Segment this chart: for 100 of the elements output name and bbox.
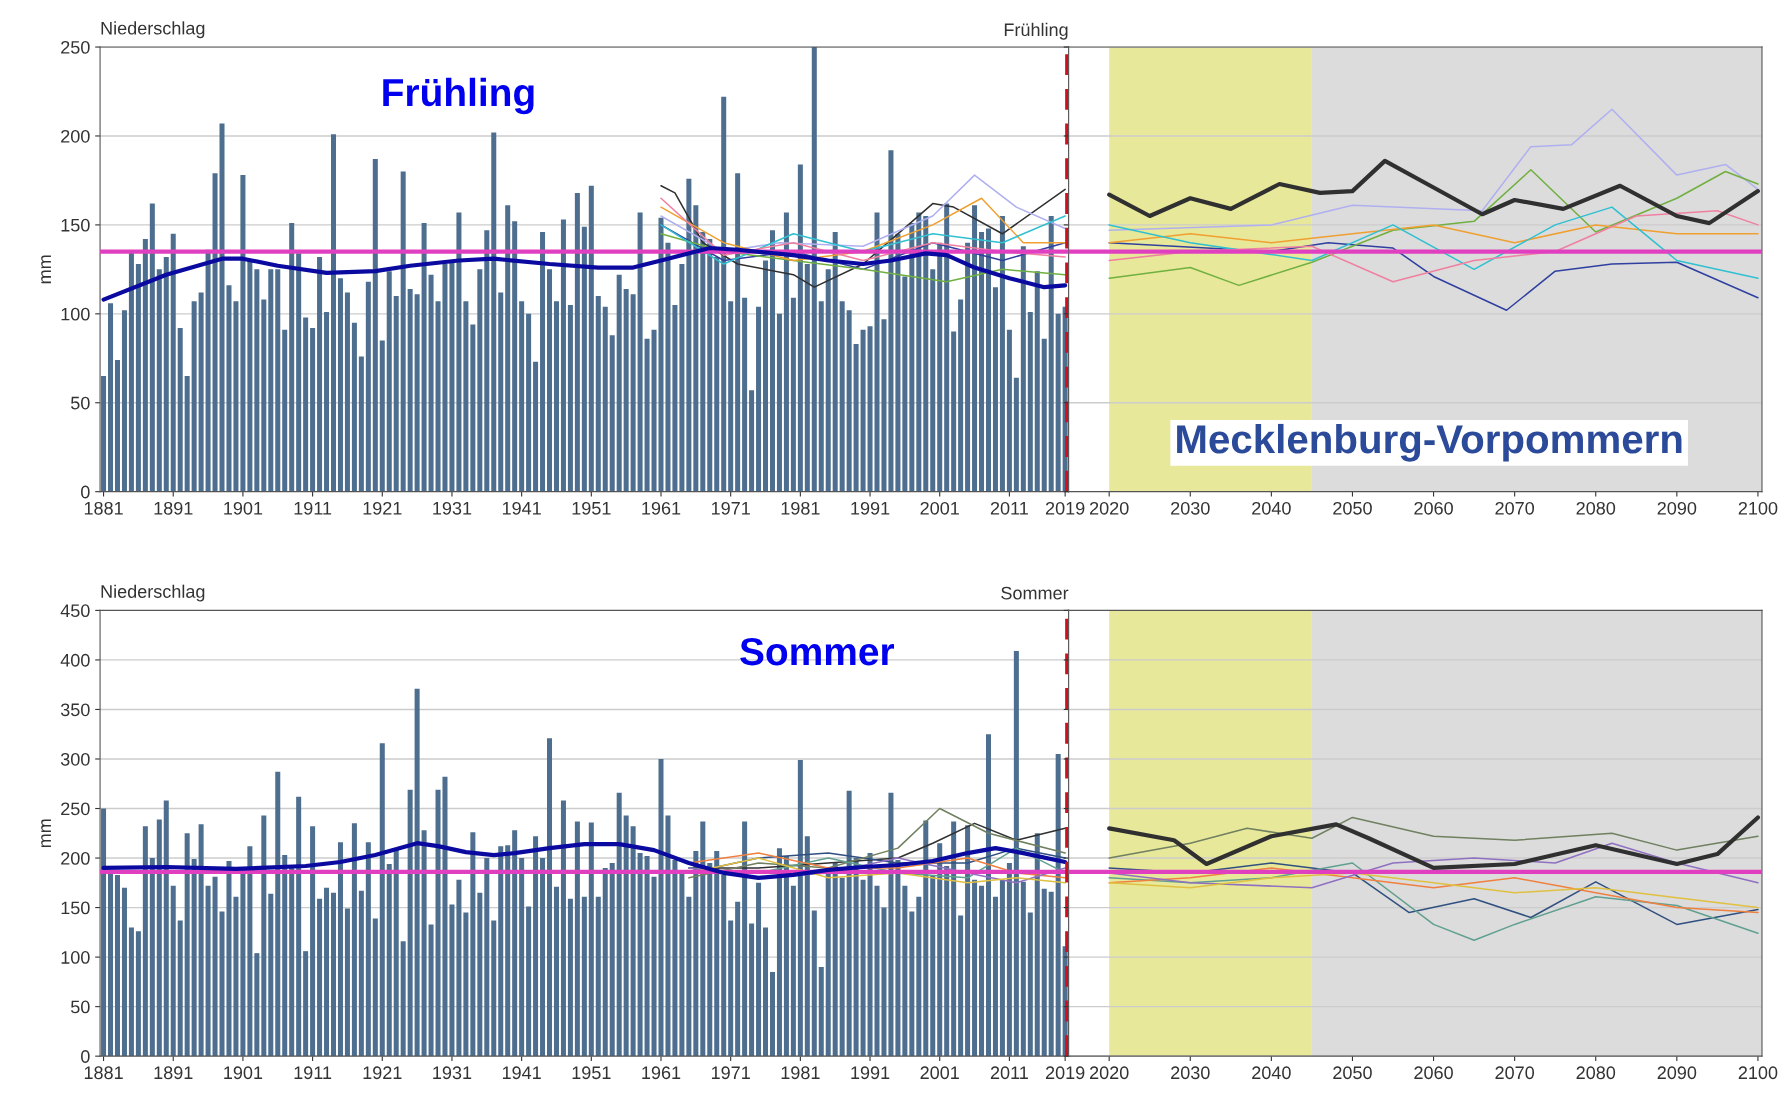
bar — [574, 821, 580, 1057]
bar — [310, 328, 316, 492]
bar — [337, 278, 343, 492]
bar — [818, 301, 824, 492]
x-tick-label: 2070 — [1495, 501, 1535, 515]
bar — [101, 376, 107, 492]
bar — [749, 923, 755, 1057]
bar — [547, 738, 553, 1057]
bar — [679, 872, 685, 1057]
bar — [979, 885, 985, 1057]
bar — [191, 859, 197, 1057]
x-tick-label: 2019 — [1045, 1066, 1085, 1080]
bar — [700, 821, 706, 1057]
bar — [456, 212, 462, 492]
bar — [317, 898, 323, 1057]
y-tick-label: 400 — [60, 653, 90, 667]
bar — [108, 303, 114, 492]
bar — [268, 893, 274, 1057]
bar — [477, 269, 483, 492]
bar — [776, 848, 782, 1057]
bar — [135, 931, 141, 1057]
x-tick-label: 1901 — [224, 501, 263, 515]
bar — [1055, 313, 1061, 492]
x-tick-label: 1941 — [502, 501, 541, 515]
bar — [783, 212, 789, 492]
bar — [916, 896, 922, 1057]
bar — [310, 826, 316, 1057]
x-tick-label: 1881 — [84, 501, 123, 515]
bar — [512, 221, 518, 492]
bar — [289, 867, 295, 1057]
bar — [477, 892, 483, 1057]
bar — [240, 873, 246, 1057]
bar — [560, 219, 566, 492]
bar — [421, 223, 427, 492]
chart-title: Frühling — [1004, 22, 1068, 40]
x-tick-label: 2090 — [1657, 1066, 1697, 1080]
bar — [247, 846, 253, 1057]
bar — [895, 233, 901, 492]
bar — [540, 858, 546, 1057]
x-tick-label: 1921 — [363, 1066, 402, 1080]
x-tick-label: 2080 — [1576, 501, 1616, 515]
bar — [233, 301, 239, 492]
line-series — [660, 233, 1066, 283]
bar — [177, 328, 183, 492]
bar — [365, 281, 371, 492]
bar — [1013, 651, 1019, 1057]
bar — [916, 212, 922, 492]
bar — [783, 856, 789, 1057]
bar — [1048, 216, 1054, 492]
y-tick-label: 200 — [61, 851, 90, 865]
bar — [714, 851, 720, 1057]
bar — [832, 232, 838, 492]
bar — [630, 294, 636, 492]
y-tick-label: 0 — [81, 1050, 90, 1063]
bar — [735, 173, 741, 492]
bar — [937, 843, 943, 1057]
bar — [839, 877, 845, 1057]
bar — [811, 910, 817, 1057]
bar — [519, 858, 525, 1057]
y-tick-label: 0 — [81, 485, 90, 499]
bar — [526, 313, 532, 492]
bar — [491, 132, 497, 492]
x-tick-label: 2020 — [1090, 1066, 1129, 1080]
bar — [170, 233, 176, 492]
bar — [108, 872, 114, 1057]
bar — [296, 796, 302, 1057]
y-axis-title: mm — [41, 255, 51, 284]
bar — [553, 886, 559, 1057]
annotation: Frühling — [383, 77, 534, 115]
x-tick-label: 2080 — [1576, 1066, 1616, 1080]
bar — [909, 911, 915, 1057]
bar — [428, 924, 434, 1057]
bar — [386, 271, 392, 492]
bar — [735, 901, 741, 1057]
bar — [756, 882, 762, 1057]
bar — [958, 915, 964, 1057]
bar — [358, 356, 364, 492]
bar — [170, 885, 176, 1057]
bar — [282, 329, 288, 492]
bar — [296, 253, 302, 492]
bar — [505, 205, 511, 492]
bar — [707, 863, 713, 1057]
bar — [951, 821, 957, 1057]
x-tick-label: 1991 — [851, 1066, 890, 1080]
bar — [414, 294, 420, 492]
bar — [839, 301, 845, 492]
bar — [407, 789, 413, 1057]
x-tick-label: 2060 — [1414, 501, 1453, 515]
bar — [400, 171, 406, 492]
bar — [588, 185, 594, 492]
annotation: Mecklenburg-Vorpommern — [1177, 423, 1682, 462]
x-tick-label: 2040 — [1252, 1066, 1291, 1080]
bar — [149, 203, 155, 492]
y-tick-label: 50 — [70, 1000, 90, 1014]
x-tick-label: 1961 — [642, 1066, 681, 1080]
bar — [860, 879, 866, 1057]
bar — [609, 863, 615, 1057]
x-tick-label: 2020 — [1090, 501, 1129, 515]
bar — [317, 256, 323, 492]
line-series — [660, 215, 1066, 265]
